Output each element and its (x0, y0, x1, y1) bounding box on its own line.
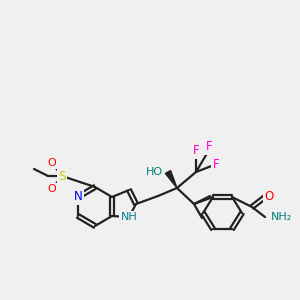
Text: O: O (264, 190, 274, 203)
Text: F: F (213, 158, 219, 172)
Text: NH₂: NH₂ (271, 212, 292, 222)
Text: O: O (48, 184, 56, 194)
Text: F: F (206, 140, 212, 154)
Text: O: O (48, 158, 56, 168)
Text: S: S (58, 169, 66, 182)
Polygon shape (165, 170, 177, 188)
Text: N: N (74, 190, 82, 203)
Text: F: F (193, 145, 199, 158)
Text: NH: NH (121, 212, 137, 222)
Text: HO: HO (146, 167, 163, 177)
